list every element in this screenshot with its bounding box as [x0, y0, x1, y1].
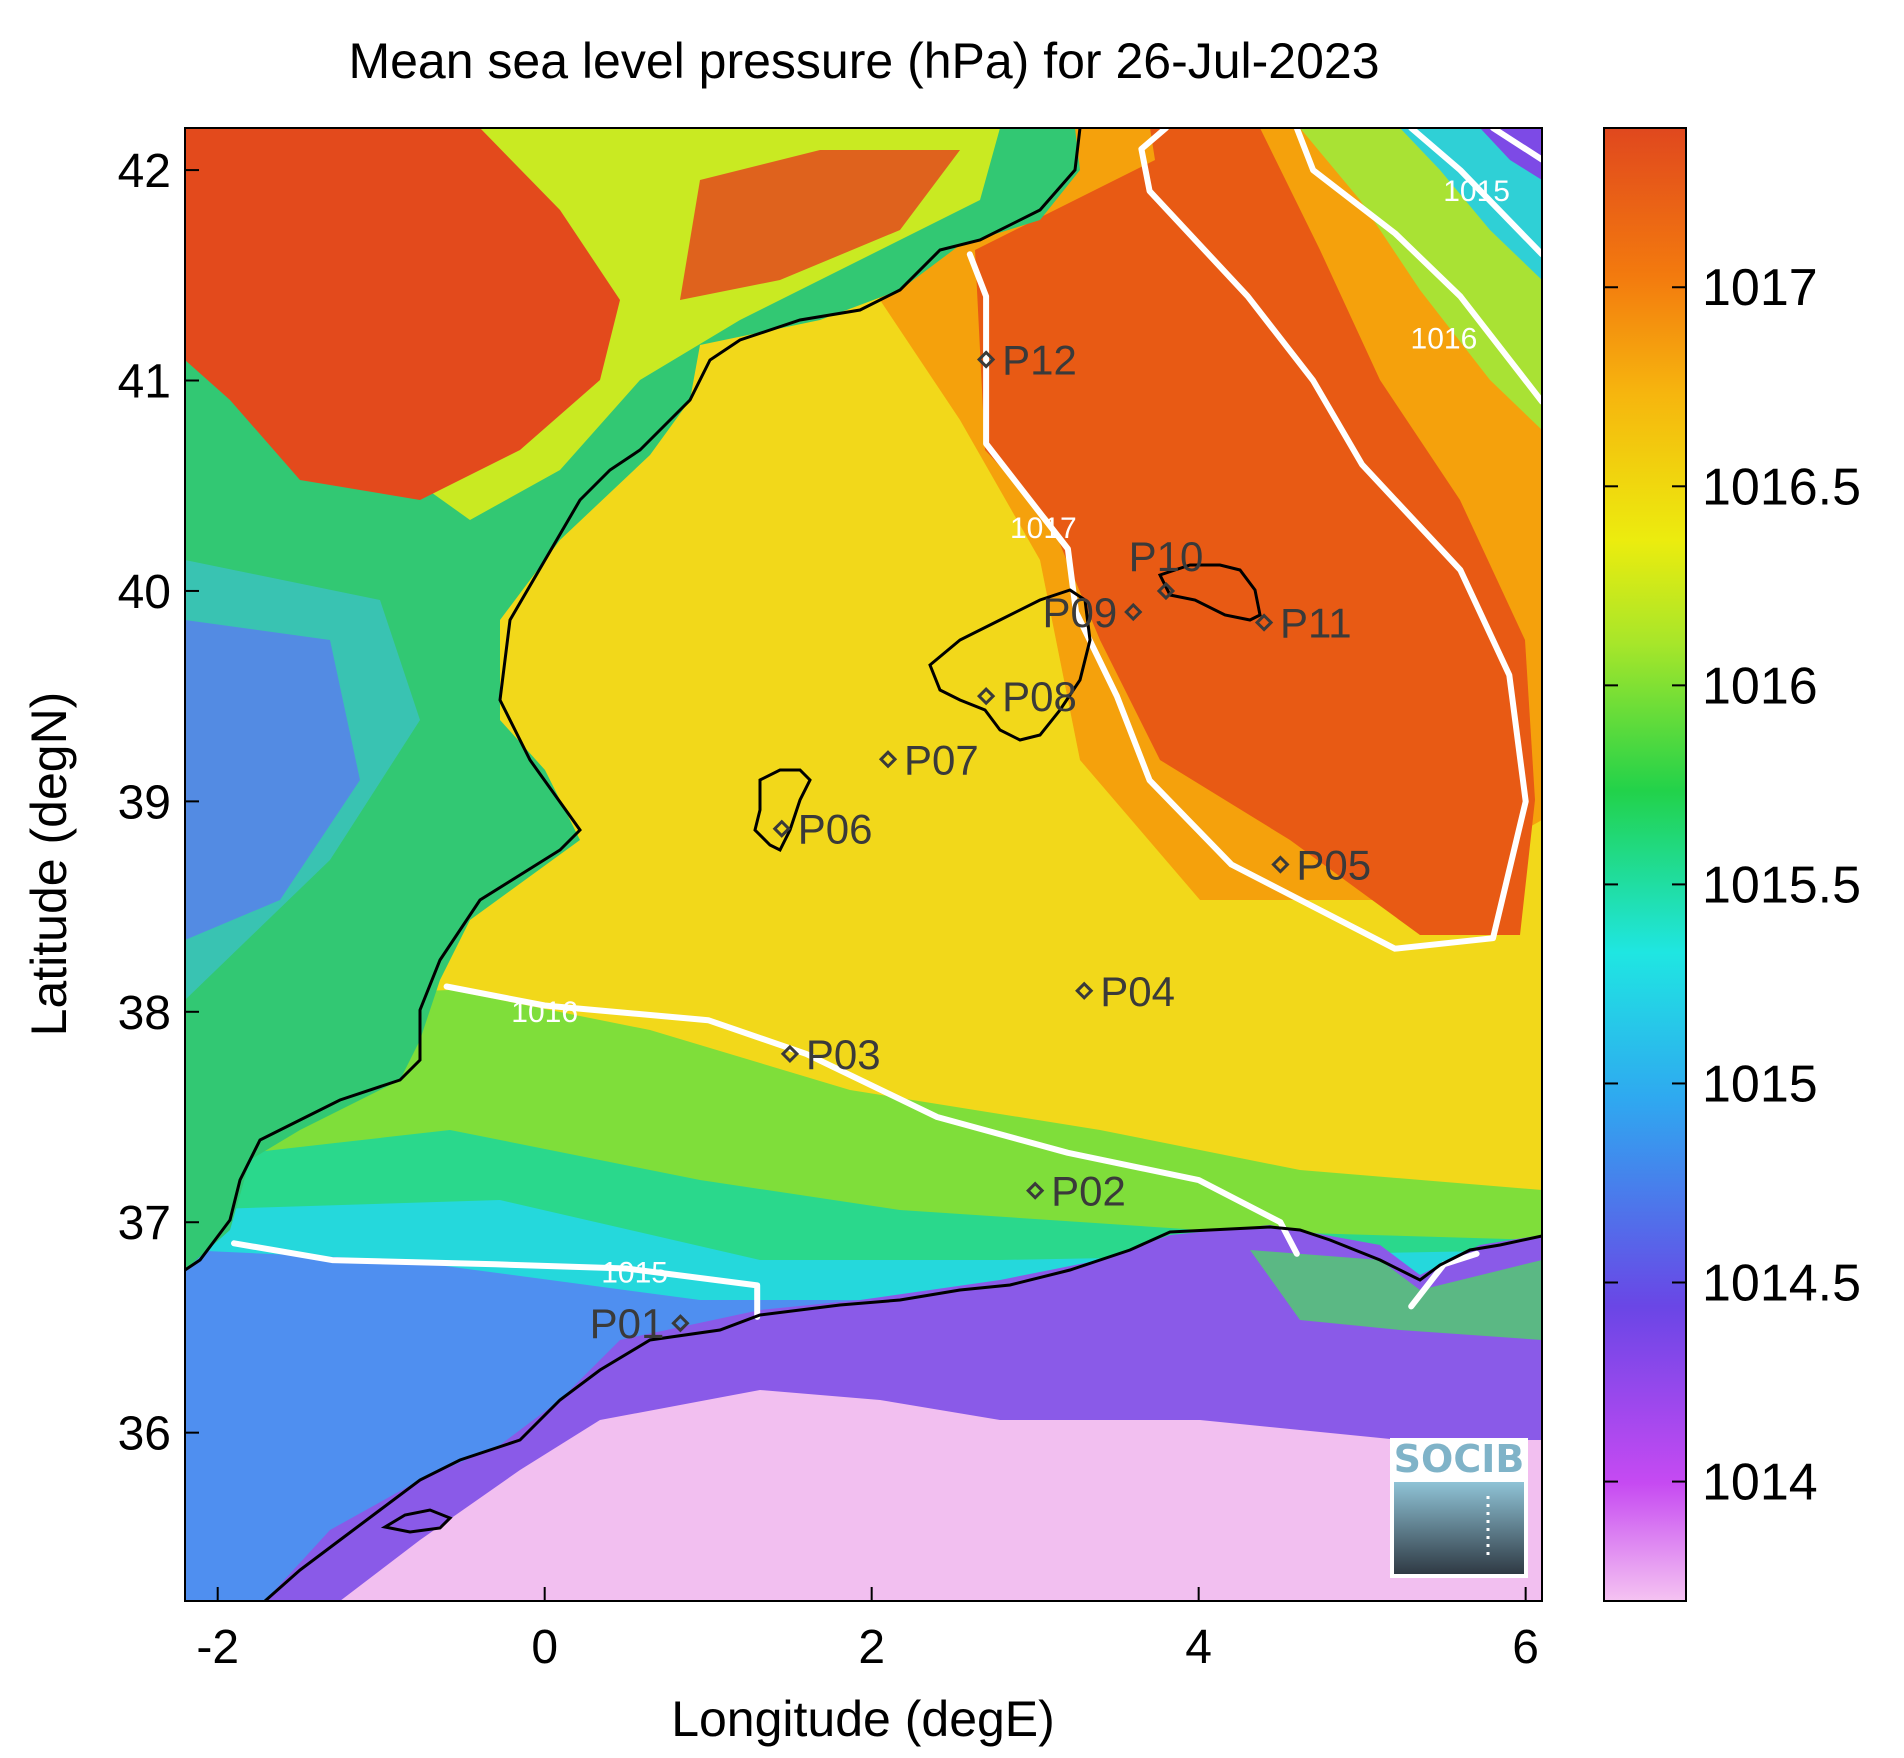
iberia-interior-cyan [185, 560, 420, 1000]
station-marker [1271, 855, 1290, 874]
x-tick-label: -2 [196, 1621, 239, 1674]
y-tick-label: 39 [118, 776, 171, 829]
station-marker [878, 750, 898, 769]
chart-title: Mean sea level pressure (hPa) for 26-Jul… [348, 33, 1379, 89]
socib-logo-text: SOCIB [1394, 1437, 1525, 1481]
iberia-coastline [185, 128, 1082, 1272]
station-marker [976, 687, 996, 706]
station-marker [1156, 581, 1176, 601]
coastline [185, 128, 1542, 1601]
contour-line-1 [443, 983, 1300, 1257]
x-tick-label: 6 [1512, 1621, 1539, 1674]
colorbar-tick-label: 1014 [1702, 1454, 1818, 1512]
high-pressure-zone [975, 128, 1535, 935]
y-tick-label: 38 [118, 987, 171, 1040]
station-label: P03 [806, 1031, 881, 1078]
x-tick-label: 4 [1185, 1621, 1212, 1674]
africa-pink-desert [340, 1390, 1542, 1601]
contour-line-0 [231, 1240, 761, 1320]
contour-label: 1015 [601, 1257, 668, 1290]
colorbar-tick-label: 1015 [1702, 1055, 1818, 1113]
ne-violet-band [1480, 128, 1542, 180]
station-label: P05 [1296, 842, 1371, 889]
socib-logo: SOCIB [1390, 1437, 1528, 1578]
contour-line-5 [1408, 128, 1542, 258]
y-tick-label: 41 [118, 356, 171, 409]
pressure-contours: 1015 1016 1017 1016 1015 [231, 128, 1542, 1320]
y-axis: 42 41 40 39 38 37 36 [118, 145, 199, 1461]
map-frame [184, 127, 1543, 1602]
y-tick-label: 42 [118, 145, 171, 198]
colorbar-tick-label: 1016.5 [1702, 458, 1861, 516]
station-label: P06 [798, 806, 873, 853]
station-label: P08 [1002, 673, 1077, 720]
mallorca-coastline [928, 588, 1092, 742]
station-label: P07 [904, 736, 979, 783]
station-marker [772, 819, 791, 838]
contour-label: 1015 [1443, 175, 1510, 208]
y-tick-label: 40 [118, 566, 171, 619]
contour-line-6 [1490, 128, 1542, 163]
station-marker [1124, 602, 1143, 622]
station-label: P11 [1280, 600, 1352, 647]
x-tick-label: 0 [531, 1621, 558, 1674]
alboran-coastline [380, 1508, 453, 1534]
station-marker [976, 350, 996, 369]
station-label: P04 [1100, 968, 1175, 1015]
colorbar-tick-label: 1015.5 [1702, 856, 1861, 914]
station-marker [1026, 1181, 1045, 1200]
station-label: P02 [1051, 1168, 1126, 1215]
x-axis-label: Longitude (degE) [671, 1691, 1055, 1747]
station-label: P12 [1002, 336, 1077, 383]
iberia-red-ridge [680, 150, 960, 300]
station-label: P09 [1043, 589, 1118, 636]
ne-cyan-band [1400, 128, 1542, 280]
africa-coastline [264, 1225, 1542, 1601]
station-marker [1254, 613, 1274, 632]
contour-label: 1017 [1010, 512, 1077, 545]
ibiza-coastline [753, 768, 812, 853]
y-tick-label: 36 [118, 1408, 171, 1461]
station-label: P01 [590, 1300, 665, 1347]
contour-label: 1016 [511, 996, 578, 1029]
colorbar-tick-label: 1014.5 [1702, 1255, 1861, 1313]
contour-line-4 [1293, 128, 1542, 405]
station-marker [671, 1314, 690, 1333]
station-label: P10 [1129, 533, 1204, 580]
y-tick-label: 37 [118, 1197, 171, 1250]
colorbar-ticks: 1017 1016.5 1016 1015.5 1015 1014.5 1014 [1604, 259, 1861, 1512]
y-axis-label: Latitude (degN) [21, 692, 77, 1037]
station-marker [780, 1044, 800, 1064]
station-marker [1075, 981, 1094, 1000]
x-axis: -2 0 2 4 6 [196, 1587, 1539, 1674]
x-tick-label: 2 [858, 1621, 885, 1674]
africa-coastal-green [1250, 1250, 1542, 1340]
iberia-red-mountains [185, 128, 620, 500]
pressure-field [185, 128, 1542, 1601]
colorbar-tick-label: 1017 [1702, 259, 1818, 317]
colorbar [1603, 127, 1687, 1602]
contour-line-3 [966, 128, 1529, 952]
colorbar-tick-label: 1016 [1702, 657, 1818, 715]
contour-label: 1016 [1411, 322, 1478, 355]
menorca-coastline [1157, 563, 1262, 622]
